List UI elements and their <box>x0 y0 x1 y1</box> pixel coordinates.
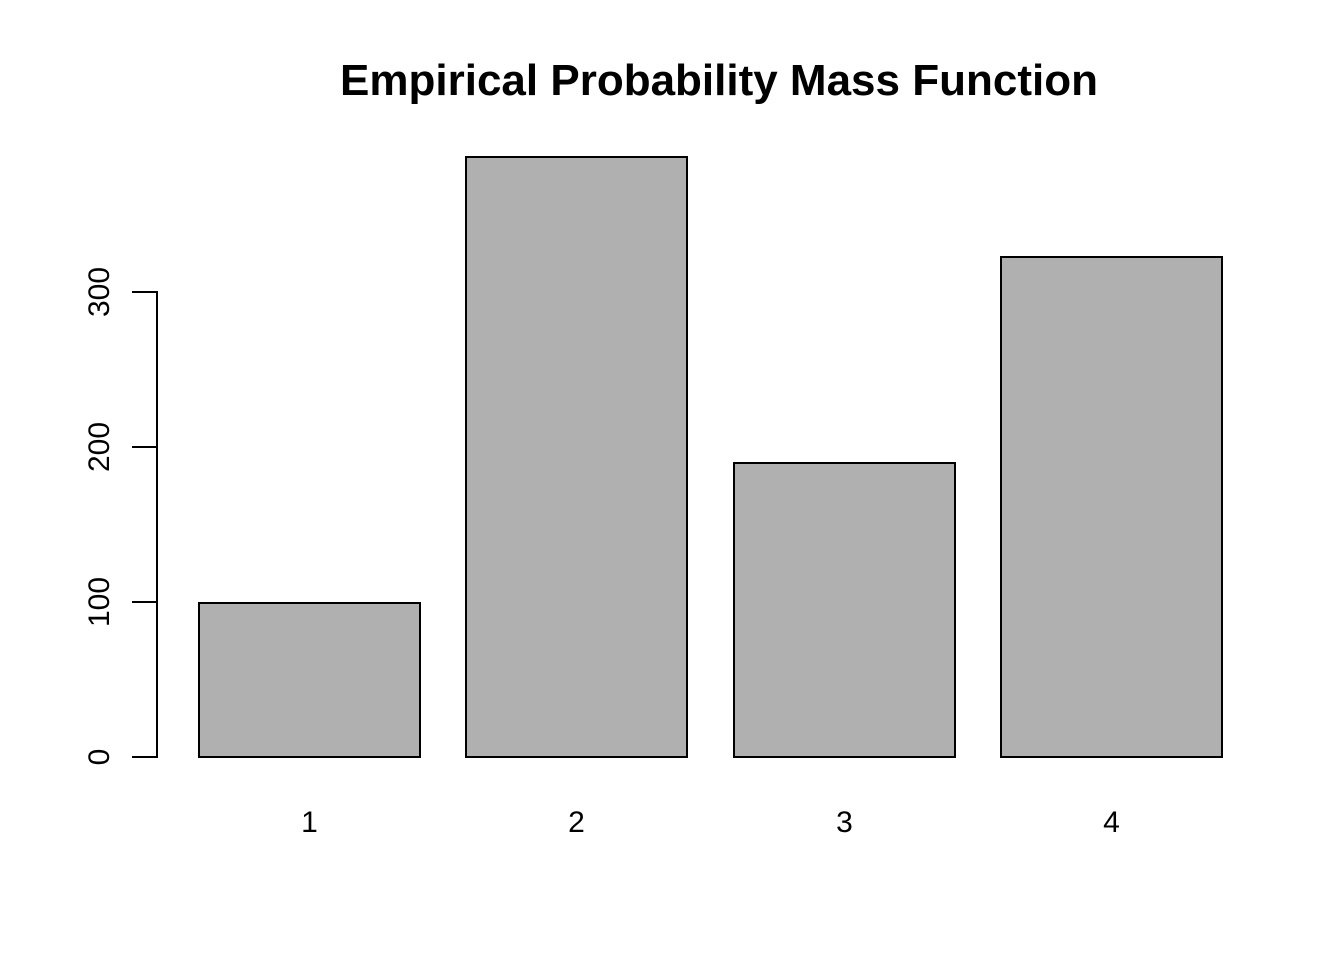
x-tick-label: 1 <box>301 806 318 839</box>
bar <box>1000 256 1223 758</box>
chart-title: Empirical Probability Mass Function <box>340 56 1098 105</box>
y-tick-mark <box>132 446 156 448</box>
y-tick-mark <box>132 291 156 293</box>
y-tick-label: 100 <box>83 576 116 628</box>
bar <box>465 156 688 758</box>
bar <box>198 602 421 758</box>
bar <box>733 462 956 758</box>
y-tick-mark <box>132 756 156 758</box>
x-tick-label: 4 <box>1103 806 1120 839</box>
y-axis-line <box>156 291 158 758</box>
x-tick-label: 2 <box>568 806 585 839</box>
x-tick-label: 3 <box>836 806 853 839</box>
y-tick-mark <box>132 601 156 603</box>
y-tick-label: 300 <box>83 266 116 318</box>
y-tick-label: 200 <box>83 421 116 473</box>
y-tick-label: 0 <box>83 748 116 766</box>
